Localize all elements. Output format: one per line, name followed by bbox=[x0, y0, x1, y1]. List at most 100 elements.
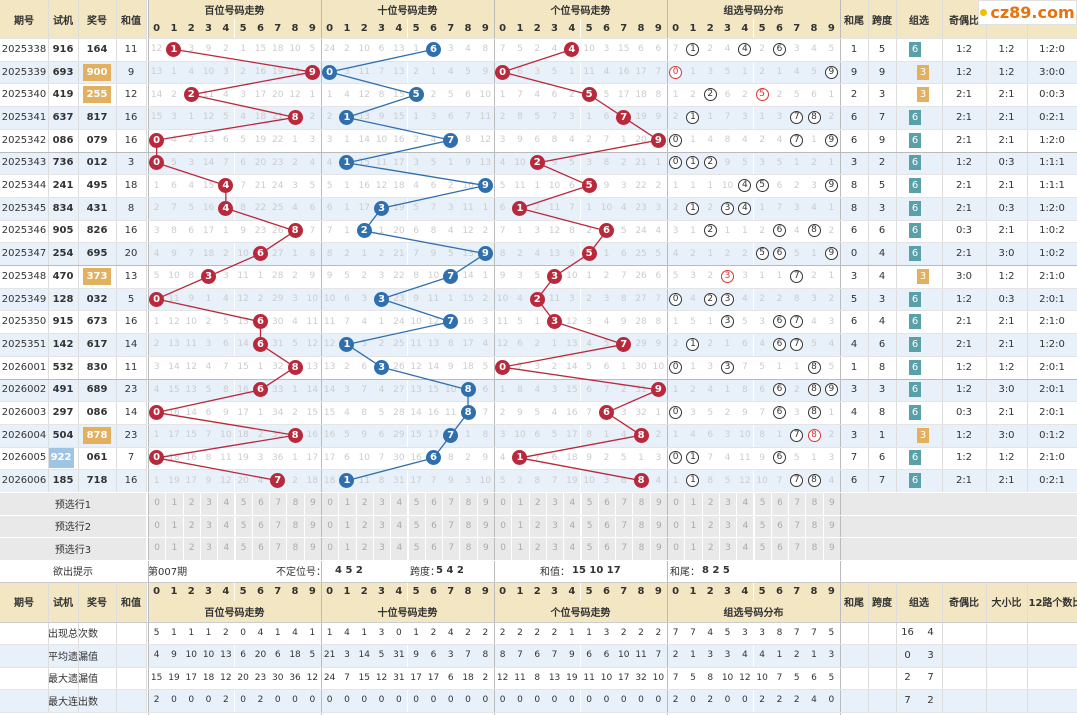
preselect-digit[interactable]: 6 bbox=[770, 537, 789, 560]
preselect-digit[interactable]: 5 bbox=[580, 492, 598, 515]
preselect-digit[interactable]: 4 bbox=[736, 492, 754, 515]
preselect-digit[interactable]: 5 bbox=[407, 492, 425, 515]
preselect-digit[interactable]: 2 bbox=[355, 514, 373, 537]
preselect-digit[interactable]: 1 bbox=[684, 492, 702, 515]
preselect-digit[interactable]: 8 bbox=[459, 514, 477, 537]
preselect-digit[interactable]: 0 bbox=[667, 514, 685, 537]
preselect-digit[interactable]: 0 bbox=[494, 514, 512, 537]
preselect-digit[interactable]: 8 bbox=[286, 514, 304, 537]
preselect-digit[interactable]: 0 bbox=[148, 492, 166, 515]
preselect-digit[interactable]: 2 bbox=[701, 514, 719, 537]
preselect-digit[interactable]: 7 bbox=[269, 492, 287, 515]
preselect-digit[interactable]: 8 bbox=[632, 514, 650, 537]
preselect-digit[interactable]: 6 bbox=[770, 514, 789, 537]
preselect-digit[interactable]: 7 bbox=[442, 537, 460, 560]
preselect-digit[interactable]: 3 bbox=[545, 492, 564, 515]
preselect-digit[interactable]: 5 bbox=[753, 514, 771, 537]
preselect-digit[interactable]: 8 bbox=[459, 537, 477, 560]
preselect-digit[interactable]: 7 bbox=[269, 514, 287, 537]
preselect-digit[interactable]: 3 bbox=[718, 537, 737, 560]
preselect-digit[interactable]: 7 bbox=[788, 492, 806, 515]
preselect-digit[interactable]: 8 bbox=[286, 537, 304, 560]
preselect-digit[interactable]: 7 bbox=[269, 537, 287, 560]
preselect-digit[interactable]: 9 bbox=[649, 492, 667, 515]
preselect-digit[interactable]: 8 bbox=[286, 492, 304, 515]
preselect-digit[interactable]: 4 bbox=[390, 537, 408, 560]
preselect-digit[interactable]: 3 bbox=[199, 514, 218, 537]
preselect-digit[interactable]: 9 bbox=[303, 492, 321, 515]
preselect-digit[interactable]: 7 bbox=[788, 514, 806, 537]
preselect-digit[interactable]: 5 bbox=[753, 492, 771, 515]
preselect-digit[interactable]: 0 bbox=[494, 537, 512, 560]
preselect-digit[interactable]: 9 bbox=[476, 537, 494, 560]
preselect-digit[interactable]: 9 bbox=[303, 514, 321, 537]
preselect-digit[interactable]: 5 bbox=[407, 537, 425, 560]
preselect-digit[interactable]: 2 bbox=[182, 537, 200, 560]
preselect-digit[interactable]: 4 bbox=[390, 492, 408, 515]
preselect-digit[interactable]: 5 bbox=[234, 514, 252, 537]
preselect-digit[interactable]: 6 bbox=[251, 492, 270, 515]
preselect-digit[interactable]: 0 bbox=[321, 492, 339, 515]
preselect-digit[interactable]: 5 bbox=[580, 537, 598, 560]
preselect-digit[interactable]: 4 bbox=[736, 537, 754, 560]
preselect-digit[interactable]: 9 bbox=[649, 514, 667, 537]
preselect-digit[interactable]: 9 bbox=[822, 492, 840, 515]
preselect-digit[interactable]: 2 bbox=[528, 492, 546, 515]
preselect-digit[interactable]: 3 bbox=[545, 514, 564, 537]
preselect-digit[interactable]: 4 bbox=[563, 492, 581, 515]
preselect-digit[interactable]: 3 bbox=[199, 537, 218, 560]
preselect-digit[interactable]: 1 bbox=[511, 514, 529, 537]
preselect-digit[interactable]: 8 bbox=[459, 492, 477, 515]
preselect-digit[interactable]: 5 bbox=[407, 514, 425, 537]
preselect-digit[interactable]: 8 bbox=[632, 492, 650, 515]
preselect-digit[interactable]: 6 bbox=[597, 492, 616, 515]
preselect-digit[interactable]: 4 bbox=[217, 514, 235, 537]
preselect-digit[interactable]: 9 bbox=[822, 537, 840, 560]
preselect-digit[interactable]: 9 bbox=[476, 514, 494, 537]
preselect-digit[interactable]: 3 bbox=[372, 537, 391, 560]
preselect-digit[interactable]: 7 bbox=[615, 537, 633, 560]
preselect-digit[interactable]: 7 bbox=[615, 492, 633, 515]
preselect-digit[interactable]: 2 bbox=[182, 492, 200, 515]
preselect-digit[interactable]: 2 bbox=[701, 537, 719, 560]
preselect-digit[interactable]: 0 bbox=[148, 537, 166, 560]
preselect-digit[interactable]: 1 bbox=[338, 514, 356, 537]
preselect-digit[interactable]: 0 bbox=[667, 537, 685, 560]
site-logo[interactable]: cz89.com bbox=[978, 0, 1077, 25]
preselect-digit[interactable]: 9 bbox=[476, 492, 494, 515]
preselect-digit[interactable]: 0 bbox=[148, 514, 166, 537]
preselect-digit[interactable]: 1 bbox=[165, 492, 183, 515]
preselect-digit[interactable]: 8 bbox=[805, 514, 823, 537]
preselect-digit[interactable]: 2 bbox=[182, 514, 200, 537]
preselect-digit[interactable]: 6 bbox=[770, 492, 789, 515]
preselect-digit[interactable]: 9 bbox=[822, 514, 840, 537]
preselect-digit[interactable]: 1 bbox=[338, 537, 356, 560]
preselect-digit[interactable]: 0 bbox=[321, 514, 339, 537]
preselect-digit[interactable]: 5 bbox=[234, 537, 252, 560]
preselect-digit[interactable]: 3 bbox=[545, 537, 564, 560]
preselect-digit[interactable]: 6 bbox=[251, 514, 270, 537]
preselect-digit[interactable]: 4 bbox=[563, 537, 581, 560]
preselect-digit[interactable]: 7 bbox=[788, 537, 806, 560]
preselect-digit[interactable]: 2 bbox=[701, 492, 719, 515]
period-header[interactable]: 期号 bbox=[0, 0, 48, 38]
preselect-digit[interactable]: 1 bbox=[338, 492, 356, 515]
preselect-digit[interactable]: 6 bbox=[597, 537, 616, 560]
preselect-digit[interactable]: 2 bbox=[355, 537, 373, 560]
preselect-digit[interactable]: 0 bbox=[321, 537, 339, 560]
preselect-digit[interactable]: 6 bbox=[251, 537, 270, 560]
preselect-digit[interactable]: 4 bbox=[390, 514, 408, 537]
preselect-digit[interactable]: 2 bbox=[355, 492, 373, 515]
preselect-digit[interactable]: 2 bbox=[528, 514, 546, 537]
preselect-digit[interactable]: 2 bbox=[528, 537, 546, 560]
preselect-digit[interactable]: 1 bbox=[165, 537, 183, 560]
preselect-digit[interactable]: 6 bbox=[424, 537, 443, 560]
preselect-digit[interactable]: 5 bbox=[580, 514, 598, 537]
preselect-digit[interactable]: 3 bbox=[199, 492, 218, 515]
preselect-digit[interactable]: 9 bbox=[303, 537, 321, 560]
preselect-digit[interactable]: 6 bbox=[424, 492, 443, 515]
preselect-digit[interactable]: 4 bbox=[217, 537, 235, 560]
preselect-digit[interactable]: 0 bbox=[667, 492, 685, 515]
preselect-digit[interactable]: 7 bbox=[442, 514, 460, 537]
preselect-digit[interactable]: 1 bbox=[165, 514, 183, 537]
